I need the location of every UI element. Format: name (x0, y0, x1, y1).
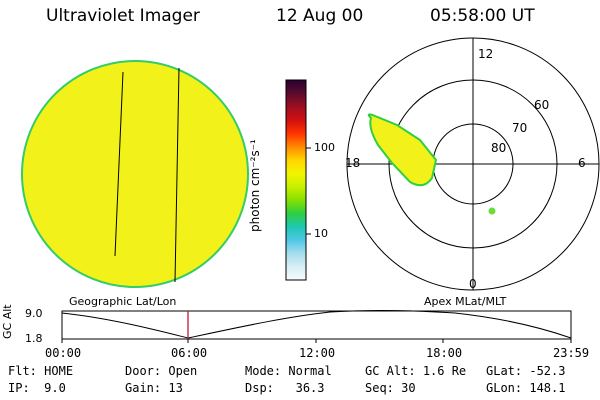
mlt-label-12: 12 (478, 47, 494, 61)
globe-caption: Geographic Lat/Lon (69, 295, 177, 308)
timeline-ytick-low: 1.8 (25, 332, 43, 345)
colorbar (285, 79, 311, 281)
emission-spot (488, 207, 496, 215)
timeline-xtick: 12:00 (299, 346, 336, 360)
globe-image (21, 60, 249, 288)
timeline-axis-label: GC Alt (1, 304, 14, 339)
status-glat: GLat: -52.3 (486, 364, 566, 378)
status-dsp: Dsp: 36.3 (245, 381, 325, 395)
colorbar-tick-10: 10 (314, 227, 328, 240)
altitude-curve (61, 309, 572, 339)
status-gain: Gain: 13 (125, 381, 183, 395)
status-ip: IP: 9.0 (8, 381, 66, 395)
status-seq: Seq: 30 (365, 381, 416, 395)
mlat-label-70: 70 (512, 121, 528, 135)
altitude-timeline (61, 309, 572, 343)
time-label: 05:58:00 UT (430, 6, 535, 26)
status-mode: Mode: Normal (245, 364, 332, 378)
timeline-ytick-high: 9.0 (25, 307, 43, 320)
longitude-line (174, 67, 180, 283)
mlat-label-60: 60 (534, 98, 550, 112)
mlat-label-80: 80 (491, 141, 507, 155)
auroral-oval (367, 113, 438, 187)
polar-caption: Apex MLat/MLT (424, 295, 507, 308)
timeline-xtick: 23:59 (553, 346, 590, 360)
timeline-xtick: 06:00 (171, 346, 208, 360)
mlt-label-18: 18 (345, 156, 361, 170)
timeline-xtick: 18:00 (426, 346, 463, 360)
polar-plot (346, 37, 600, 291)
status-glon: GLon: 148.1 (486, 381, 566, 395)
colorbar-tick-100: 100 (314, 141, 335, 154)
mlt-label-6: 6 (578, 156, 586, 170)
longitude-line (114, 71, 124, 257)
timeline-xtick: 00:00 (45, 346, 82, 360)
status-door: Door: Open (125, 364, 198, 378)
colorbar-unit-label: photon cm⁻²s⁻¹ (248, 139, 262, 232)
date-label: 12 Aug 00 (276, 6, 364, 26)
instrument-title: Ultraviolet Imager (46, 6, 200, 26)
mlt-label-0: 0 (469, 277, 477, 291)
status-flight: Flt: HOME (8, 364, 74, 378)
status-gc-alt: GC Alt: 1.6 Re (365, 364, 467, 378)
